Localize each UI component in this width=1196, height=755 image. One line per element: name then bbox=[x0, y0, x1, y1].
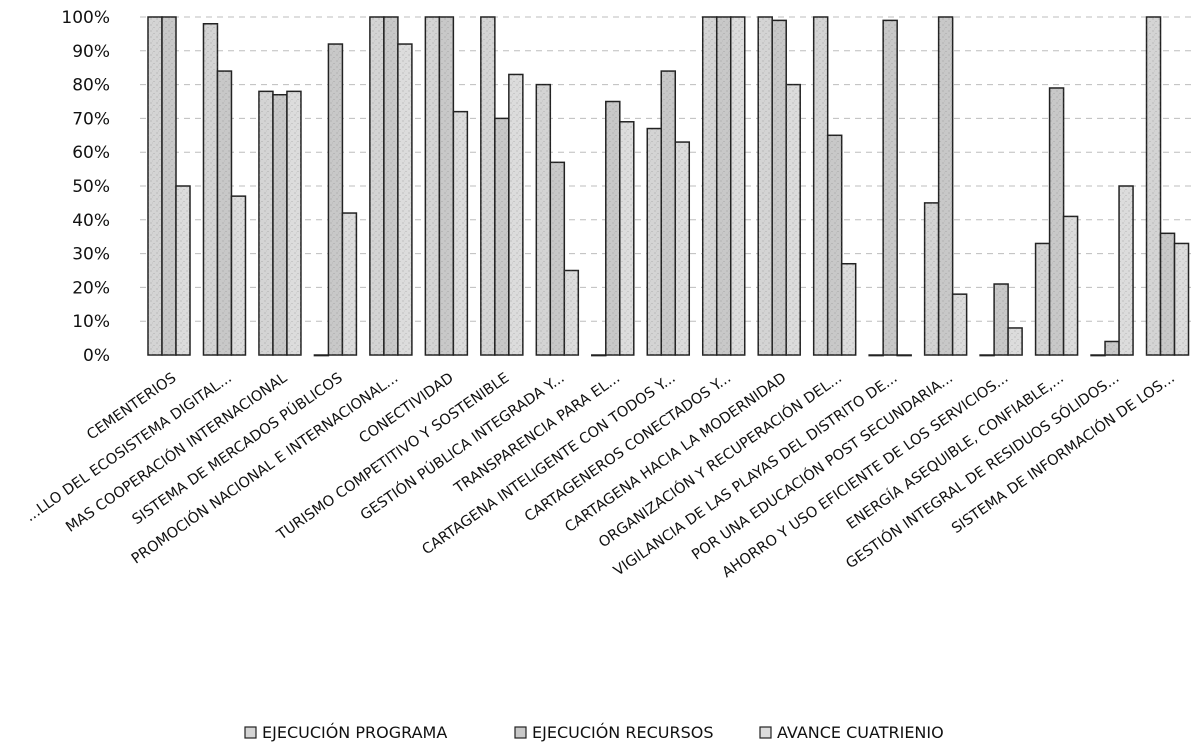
bar-texture bbox=[425, 17, 440, 355]
x-tick-label: CONECTIVIDAD bbox=[357, 370, 457, 447]
bar-texture bbox=[536, 84, 551, 355]
bar-texture bbox=[231, 196, 246, 355]
bar-texture bbox=[453, 111, 468, 355]
bar-texture bbox=[480, 17, 495, 355]
bar bbox=[868, 354, 884, 357]
y-tick-label: 90% bbox=[72, 42, 110, 62]
bar-texture bbox=[439, 17, 454, 355]
bar-texture bbox=[148, 17, 162, 355]
bar-texture bbox=[217, 71, 232, 355]
bar-texture bbox=[883, 20, 898, 355]
bar-texture bbox=[1160, 233, 1175, 355]
bar bbox=[979, 354, 995, 357]
bar-texture bbox=[702, 17, 717, 355]
y-tick-label: 60% bbox=[72, 143, 110, 163]
legend-swatch bbox=[244, 726, 257, 739]
legend-entry: AVANCE CUATRIENIO bbox=[777, 723, 944, 742]
legend-swatch bbox=[759, 726, 772, 739]
y-tick-label: 80% bbox=[72, 76, 110, 96]
y-tick-label: 30% bbox=[72, 245, 110, 265]
y-tick-label: 50% bbox=[72, 177, 110, 197]
bars bbox=[147, 16, 1190, 357]
bar bbox=[896, 354, 912, 357]
bar-texture bbox=[786, 84, 801, 355]
bar-texture bbox=[1174, 243, 1189, 355]
y-tick-label: 0% bbox=[83, 346, 110, 366]
bar bbox=[591, 354, 607, 357]
bar-texture bbox=[1119, 186, 1134, 355]
bar-texture bbox=[383, 17, 398, 355]
x-tick-label: MAS COOPERACIÓN INTERNACIONAL bbox=[62, 369, 290, 536]
bar-texture bbox=[258, 91, 273, 356]
x-axis: CEMENTERIOS...LLO DEL ECOSISTEMA DIGITAL… bbox=[23, 369, 1178, 582]
bar-texture bbox=[619, 121, 634, 355]
bar-texture bbox=[994, 284, 1009, 355]
bar-texture bbox=[813, 17, 828, 355]
y-tick-label: 20% bbox=[72, 278, 110, 298]
bar-texture bbox=[827, 135, 842, 355]
x-tick-label: CARTAGENA INTELIGENTE CON TODOS Y... bbox=[420, 370, 679, 558]
bar-texture bbox=[328, 44, 343, 355]
bar bbox=[1090, 354, 1106, 357]
bar bbox=[313, 354, 330, 357]
bar-texture bbox=[1049, 87, 1064, 355]
legend-entry: EJECUCIÓN RECURSOS bbox=[532, 723, 714, 742]
bar-texture bbox=[1146, 17, 1161, 355]
bar-texture bbox=[508, 74, 523, 356]
bar-texture bbox=[938, 17, 953, 355]
bar-texture bbox=[369, 17, 384, 355]
y-tick-label: 100% bbox=[61, 8, 110, 28]
bar-texture bbox=[176, 186, 190, 355]
bar-texture bbox=[1008, 327, 1023, 355]
bar-texture bbox=[758, 17, 773, 355]
bar-texture bbox=[730, 17, 745, 355]
x-tick-label: CEMENTERIOS bbox=[84, 370, 179, 443]
bar-texture bbox=[494, 118, 509, 356]
y-tick-label: 70% bbox=[72, 109, 110, 129]
bar-texture bbox=[564, 270, 579, 355]
bar-texture bbox=[716, 17, 731, 355]
bar-texture bbox=[286, 91, 301, 356]
bar-texture bbox=[162, 17, 176, 355]
y-tick-label: 10% bbox=[72, 312, 110, 332]
bar-texture bbox=[342, 213, 357, 355]
legend-swatch bbox=[514, 726, 527, 739]
bar-texture bbox=[647, 128, 662, 355]
y-axis: 0% 10% 20% 30% 40% 50% 60% 70% 80% 90% 100% bbox=[61, 8, 110, 366]
bar-texture bbox=[675, 142, 690, 355]
legend: EJECUCIÓN PROGRAMA EJECUCIÓN RECURSOS AVAN… bbox=[244, 723, 944, 742]
bar-texture bbox=[605, 101, 620, 355]
bar-texture bbox=[203, 23, 218, 355]
bar-texture bbox=[550, 162, 565, 355]
bar-texture bbox=[924, 202, 939, 355]
legend-entry: EJECUCIÓN PROGRAMA bbox=[262, 723, 447, 742]
bar-texture bbox=[1063, 216, 1078, 355]
bar-texture bbox=[1105, 341, 1120, 355]
bar-texture bbox=[772, 20, 787, 355]
bar-texture bbox=[272, 94, 287, 356]
bar-texture bbox=[1035, 243, 1050, 355]
bar-texture bbox=[397, 44, 412, 355]
bar-texture bbox=[841, 263, 856, 355]
bar-texture bbox=[952, 294, 967, 355]
y-tick-label: 40% bbox=[72, 211, 110, 231]
bar-texture bbox=[661, 71, 676, 355]
